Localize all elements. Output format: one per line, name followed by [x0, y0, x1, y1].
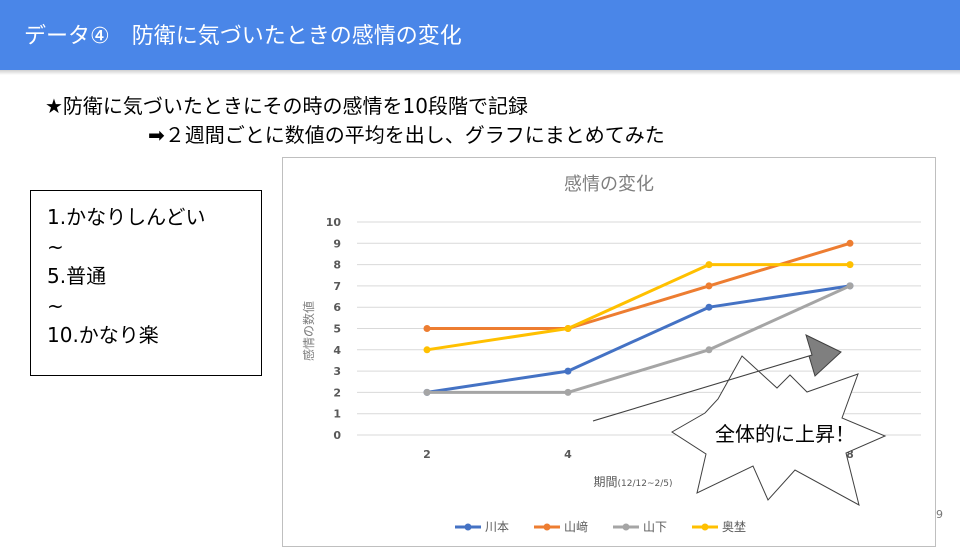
scale-item-4: ~ — [47, 293, 64, 318]
legend-label: 山﨑 — [564, 519, 588, 534]
legend-label: 川本 — [485, 520, 509, 534]
description-line-1: ★防衛に気づいたときにその時の感情を10段階で記録 — [45, 94, 528, 118]
legend-marker — [464, 523, 472, 531]
scale-item-1: 1.かなりしんどい — [47, 205, 206, 229]
scale-item-2: ~ — [47, 234, 64, 259]
y-tick-label: 6 — [333, 301, 341, 314]
legend-item: 川本 — [455, 520, 509, 534]
line-chart: 感情の変化 感情の数値 0 1 2 3 4 5 6 7 8 9 10 2 4 6 8 期間(12/12~2… — [301, 174, 921, 534]
data-point — [846, 261, 854, 269]
y-tick-label: 4 — [333, 344, 341, 357]
data-point — [705, 282, 713, 290]
x-tick-label: 2 — [423, 448, 431, 461]
legend-marker — [543, 523, 551, 531]
scale-item-3: 5.普通 — [47, 264, 107, 288]
x-tick-labels: 2 4 6 8 — [423, 448, 854, 461]
x-axis-label-note: (12/12~2/5) — [618, 479, 673, 489]
x-axis-label: 期間(12/12~2/5) — [594, 475, 673, 489]
data-point — [423, 325, 431, 332]
series-lines — [423, 239, 854, 396]
x-tick-label: 6 — [705, 448, 713, 461]
y-tick-label: 1 — [333, 408, 341, 421]
y-tick-label: 8 — [333, 259, 341, 272]
y-tick-label: 9 — [333, 237, 341, 250]
chart-title: 感情の変化 — [564, 174, 654, 195]
x-tick-label: 4 — [564, 448, 572, 461]
scale-item-5: 10.かなり楽 — [47, 323, 159, 347]
legend-item: 山下 — [613, 520, 667, 534]
y-tick-label: 5 — [333, 323, 341, 336]
legend-marker — [622, 523, 630, 531]
y-tick-label: 3 — [333, 365, 341, 378]
data-point — [564, 325, 572, 332]
y-tick-label: 0 — [333, 429, 341, 442]
legend-item: 奥埜 — [692, 520, 746, 534]
legend-item: 山﨑 — [534, 519, 588, 534]
data-point — [705, 261, 713, 269]
header-shadow — [0, 70, 960, 75]
x-axis-label-main: 期間 — [594, 475, 618, 489]
data-point — [705, 303, 713, 311]
data-point — [564, 388, 572, 396]
data-point — [705, 346, 713, 354]
y-tick-labels: 0 1 2 3 4 5 6 7 8 9 10 — [326, 216, 342, 442]
x-tick-label: 8 — [846, 448, 854, 461]
data-point — [564, 367, 572, 375]
data-point — [423, 388, 431, 396]
series-line — [426, 263, 850, 352]
slide-title: データ④ 防衛に気づいたときの感情の変化 — [24, 24, 462, 49]
legend-label: 奥埜 — [722, 520, 746, 534]
data-point — [423, 346, 431, 354]
legend-label: 山下 — [643, 520, 667, 534]
scale-legend-box: 1.かなりしんどい ~ 5.普通 ~ 10.かなり楽 — [30, 190, 262, 376]
y-axis-label: 感情の数値 — [301, 301, 316, 361]
y-tick-label: 10 — [326, 216, 342, 229]
series-4 — [423, 261, 854, 354]
chart-legend: 川本 山﨑 山下 奥埜 — [455, 519, 746, 534]
chart-frame: 感情の変化 感情の数値 0 1 2 3 4 5 6 7 8 9 10 2 4 6 8 期間(12/12~2… — [282, 157, 936, 547]
description-line-2: ➡２週間ごとに数値の平均を出し、グラフにまとめてみた — [148, 123, 665, 147]
y-tick-label: 7 — [333, 280, 341, 293]
y-tick-label: 2 — [333, 386, 341, 399]
legend-marker — [701, 523, 709, 531]
page-number: 9 — [936, 508, 943, 521]
slide-header: データ④ 防衛に気づいたときの感情の変化 — [0, 0, 960, 70]
data-point — [846, 239, 854, 247]
data-point — [846, 282, 854, 290]
